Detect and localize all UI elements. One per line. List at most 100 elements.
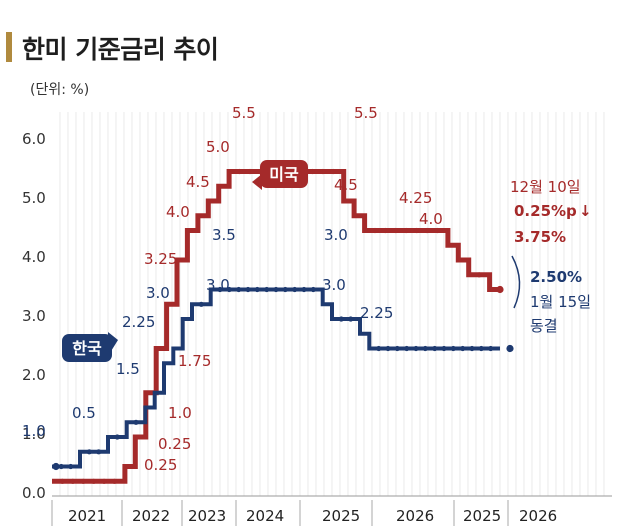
- kr-dot: [394, 345, 400, 352]
- x-tick-label: 2026: [396, 507, 434, 525]
- kr-dot: [450, 345, 456, 352]
- us-data-labels: 0.25 0.25 1.0 1.75 3.25 4.0 4.5 5.0 5.5 …: [144, 104, 443, 474]
- kr-dot: [348, 316, 354, 322]
- kr-dot: [254, 286, 260, 293]
- x-tick-label: 2023: [188, 507, 226, 525]
- us-dot: [236, 168, 243, 175]
- us-dot: [372, 227, 378, 234]
- kr-dot: [133, 419, 139, 425]
- us-dot: [111, 478, 118, 484]
- us-data-label: 4.0: [419, 210, 443, 228]
- us-data-label: 5.5: [232, 104, 256, 122]
- us-data-label: 3.25: [144, 250, 177, 268]
- legend-us-box: [260, 160, 308, 188]
- kr-dot: [68, 463, 74, 470]
- axes: 0.0 1.0 2.0 3.0 4.0 5.0 6.0 2021 2022 20…: [22, 130, 612, 525]
- us-dot: [101, 478, 107, 484]
- kr-annotation-status: 동결: [530, 317, 558, 335]
- us-data-label: 5.0: [206, 138, 230, 156]
- chart-title: 한미 기준금리 추이: [22, 35, 219, 64]
- us-data-label: 4.5: [334, 176, 358, 194]
- y-tick-label: 0.0: [22, 484, 46, 502]
- kr-dot: [86, 449, 92, 455]
- kr-dot: [469, 345, 475, 352]
- kr-dot: [282, 286, 288, 293]
- us-end-point: [496, 285, 504, 294]
- us-data-label: 4.5: [186, 173, 210, 191]
- us-dot: [330, 168, 336, 175]
- x-tick-label: 2021: [68, 507, 106, 525]
- kr-dot: [404, 345, 410, 352]
- title-accent-bar: [6, 32, 12, 62]
- kr-dot: [376, 345, 382, 352]
- kr-annotation-date: 1월 15일: [530, 293, 591, 311]
- kr-dot: [310, 286, 316, 293]
- kr-dot: [441, 345, 447, 352]
- y-tick-label: 3.0: [22, 307, 46, 325]
- us-dot: [393, 227, 399, 234]
- kr-dot: [460, 345, 466, 352]
- y-tick-label: 4.0: [22, 248, 46, 266]
- us-dot: [59, 478, 65, 484]
- x-tick-label: 2022: [132, 507, 170, 525]
- kr-data-label: 3.0: [322, 276, 346, 294]
- kr-data-label: 2.25: [122, 313, 155, 331]
- us-annotation-rate: 3.75%: [514, 228, 566, 246]
- grid-lines: [51, 112, 605, 526]
- kr-dot: [432, 345, 438, 352]
- kr-data-label: 0.5: [72, 404, 96, 422]
- us-annotation: 12월 10일 0.25%p ↓ 3.75%: [510, 178, 592, 246]
- kr-data-label: 3.5: [212, 226, 236, 244]
- kr-dot: [413, 345, 419, 352]
- kr-data-label: 2.25: [360, 304, 393, 322]
- us-data-label: 4.25: [399, 189, 432, 207]
- kr-dot: [422, 345, 428, 352]
- kr-dot: [114, 434, 120, 440]
- kr-dot: [292, 286, 298, 293]
- kr-dot: [385, 345, 391, 352]
- x-tick-label: 2024: [246, 507, 284, 525]
- unit-label: (단위: %): [30, 82, 90, 98]
- kr-end-point: [506, 344, 514, 353]
- kr-dot: [96, 449, 102, 455]
- kr-annotation-bracket: [511, 255, 521, 309]
- kr-data-label: 3.0: [324, 226, 348, 244]
- x-tick-label: 2026: [519, 507, 557, 525]
- legend-kr: 한국: [62, 332, 118, 362]
- y-tick-label: 1.0: [22, 425, 46, 443]
- kr-dot: [58, 463, 64, 470]
- y-tick-label: 2.0: [22, 366, 46, 384]
- kr-annotation-rate: 2.50%: [530, 268, 582, 286]
- us-dot: [80, 478, 86, 484]
- legend-kr-label: 한국: [72, 339, 102, 358]
- y-tick-label: 6.0: [22, 130, 46, 148]
- x-tick-label: 2025: [322, 507, 360, 525]
- us-dot: [247, 168, 253, 175]
- legend-us: 미국: [252, 160, 308, 190]
- legend-us-label: 미국: [269, 165, 299, 184]
- us-dot: [70, 478, 76, 484]
- us-dot: [382, 227, 388, 234]
- us-dot: [476, 272, 482, 278]
- us-dot: [309, 168, 316, 175]
- us-data-label: 4.0: [166, 203, 190, 221]
- us-annotation-cut: 0.25%p: [514, 202, 577, 220]
- us-dot: [320, 168, 326, 175]
- us-dot: [91, 478, 97, 484]
- kr-dot: [226, 286, 232, 293]
- kr-dot: [217, 286, 223, 293]
- us-data-label: 0.25: [158, 435, 191, 453]
- us-data-label: 0.25: [144, 456, 177, 474]
- kr-data-label: 3.0: [206, 276, 230, 294]
- y-tick-label: 5.0: [22, 189, 46, 207]
- us-dot: [434, 227, 441, 234]
- kr-data-label: 1.5: [116, 360, 140, 378]
- us-dot: [424, 227, 430, 234]
- us-data-label: 1.0: [168, 404, 192, 422]
- legend-us-pointer: [252, 174, 262, 190]
- kr-dot: [273, 286, 279, 293]
- kr-dot: [488, 345, 494, 352]
- kr-dot: [478, 345, 484, 352]
- us-annotation-date: 12월 10일: [510, 178, 581, 196]
